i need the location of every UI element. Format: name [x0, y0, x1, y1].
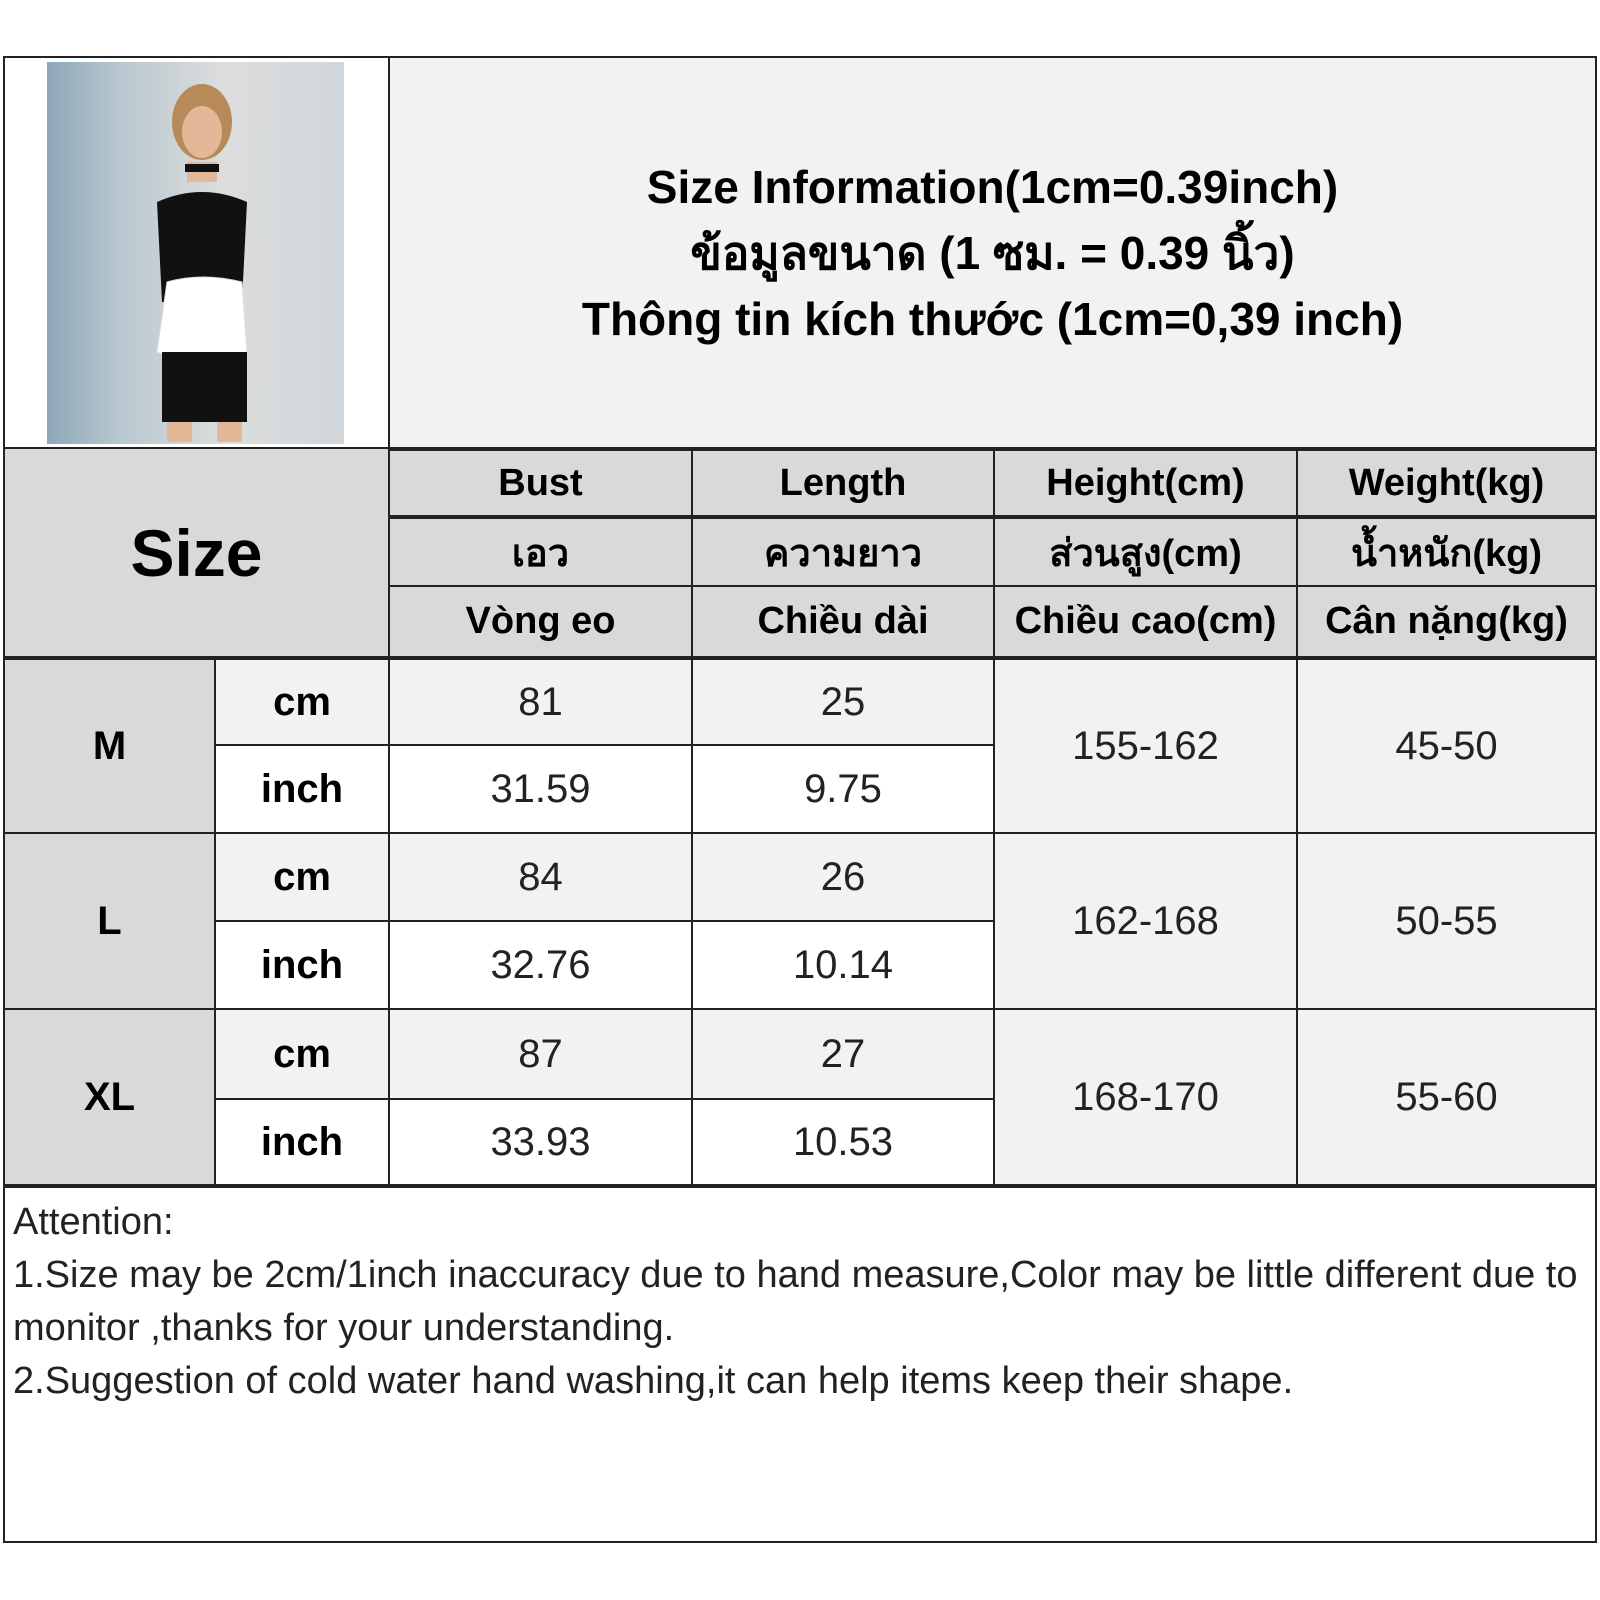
- unit-cm: cm: [214, 832, 390, 922]
- length-cm-value: 25: [691, 658, 995, 746]
- title-vietnamese: Thông tin kích thước (1cm=0,39 inch): [581, 292, 1404, 345]
- attention-title: Attention:: [13, 1201, 174, 1243]
- size-label-xl: XL: [3, 1008, 216, 1186]
- col-header-length-th: ความยาว: [691, 517, 995, 587]
- unit-cm: cm: [214, 658, 390, 746]
- col-header-bust-en: Bust: [388, 449, 693, 517]
- col-header-weight-vi: Cân nặng(kg): [1296, 585, 1597, 658]
- weight-range-value: 55-60: [1296, 1008, 1597, 1186]
- bust-cm-value: 87: [388, 1008, 693, 1100]
- weight-range-value: 45-50: [1296, 658, 1597, 834]
- length-inch-value: 9.75: [691, 744, 995, 834]
- attention-notes: Attention: 1.Size may be 2cm/1inch inacc…: [3, 1186, 1597, 1543]
- height-range-value: 162-168: [993, 832, 1298, 1010]
- length-cm-value: 26: [691, 832, 995, 922]
- attention-note-2: 2.Suggestion of cold water hand washing,…: [13, 1360, 1294, 1402]
- size-label-m: M: [3, 658, 216, 834]
- title-english: Size Information(1cm=0.39inch): [646, 160, 1339, 213]
- unit-inch: inch: [214, 744, 390, 834]
- weight-range-value: 50-55: [1296, 832, 1597, 1010]
- col-header-weight-th: น้ำหนัก(kg): [1296, 517, 1597, 587]
- length-inch-value: 10.53: [691, 1098, 995, 1186]
- unit-inch: inch: [214, 920, 390, 1010]
- bust-inch-value: 31.59: [388, 744, 693, 834]
- size-header: Size: [3, 447, 390, 658]
- title-thai: ข้อมูลขนาด (1 ซม. = 0.39 นิ้ว): [690, 226, 1295, 279]
- bust-inch-value: 32.76: [388, 920, 693, 1010]
- height-range-value: 155-162: [993, 658, 1298, 834]
- col-header-length-vi: Chiều dài: [691, 585, 995, 658]
- height-range-value: 168-170: [993, 1008, 1298, 1186]
- attention-note-1: 1.Size may be 2cm/1inch inaccuracy due t…: [13, 1254, 1589, 1349]
- product-photo: [47, 62, 344, 444]
- bust-inch-value: 33.93: [388, 1098, 693, 1186]
- col-header-height-th: ส่วนสูง(cm): [993, 517, 1298, 587]
- col-header-length-en: Length: [691, 449, 995, 517]
- col-header-height-vi: Chiều cao(cm): [993, 585, 1298, 658]
- size-info-title-cell: Size Information(1cm=0.39inch) ข้อมูลขนา…: [388, 56, 1597, 449]
- unit-cm: cm: [214, 1008, 390, 1100]
- col-header-bust-vi: Vòng eo: [388, 585, 693, 658]
- col-header-weight-en: Weight(kg): [1296, 449, 1597, 517]
- maid-outfit-model-image: [156, 84, 248, 442]
- size-label-l: L: [3, 832, 216, 1010]
- col-header-height-en: Height(cm): [993, 449, 1298, 517]
- bust-cm-value: 84: [388, 832, 693, 922]
- unit-inch: inch: [214, 1098, 390, 1186]
- length-cm-value: 27: [691, 1008, 995, 1100]
- col-header-bust-th: เอว: [388, 517, 693, 587]
- bust-cm-value: 81: [388, 658, 693, 746]
- length-inch-value: 10.14: [691, 920, 995, 1010]
